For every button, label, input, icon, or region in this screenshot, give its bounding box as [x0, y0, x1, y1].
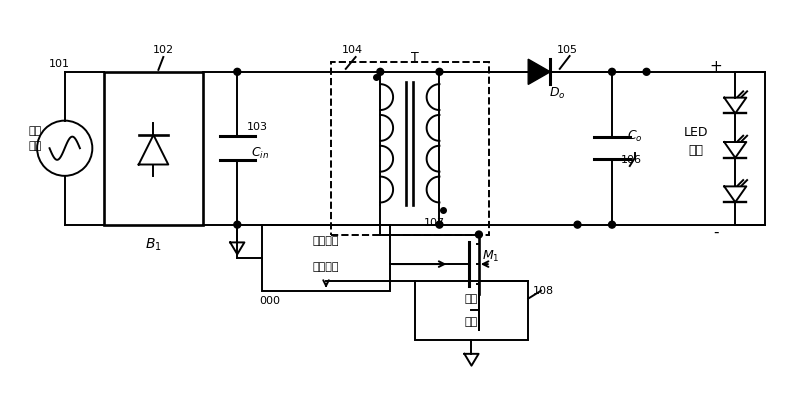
- Bar: [262, 225, 390, 291]
- Bar: [104, 72, 202, 225]
- Text: 负载: 负载: [688, 144, 703, 157]
- Text: $C_o$: $C_o$: [627, 129, 642, 144]
- Bar: [414, 281, 528, 340]
- Text: +: +: [709, 59, 722, 74]
- Text: 交流: 交流: [29, 126, 42, 136]
- Circle shape: [436, 68, 443, 75]
- Circle shape: [574, 221, 581, 228]
- Text: 输入: 输入: [29, 141, 42, 151]
- Text: 107: 107: [424, 218, 445, 228]
- Text: LED: LED: [683, 126, 708, 140]
- Text: 电流: 电流: [464, 294, 478, 304]
- Text: 控制装置: 控制装置: [313, 262, 339, 272]
- Text: 103: 103: [246, 122, 267, 132]
- Text: -: -: [713, 225, 718, 240]
- Text: T: T: [411, 50, 418, 64]
- Circle shape: [643, 68, 650, 75]
- Text: 101: 101: [50, 59, 70, 69]
- Polygon shape: [528, 59, 550, 84]
- Text: 108: 108: [533, 286, 554, 296]
- Circle shape: [436, 221, 443, 228]
- Bar: [331, 62, 489, 234]
- Circle shape: [234, 68, 241, 75]
- Text: 原边恒流: 原边恒流: [313, 236, 339, 246]
- Circle shape: [609, 68, 615, 75]
- Circle shape: [609, 221, 615, 228]
- Circle shape: [377, 68, 384, 75]
- Text: $C_{in}$: $C_{in}$: [251, 146, 269, 161]
- Text: $M_1$: $M_1$: [482, 249, 499, 264]
- Text: $D_o$: $D_o$: [550, 86, 566, 101]
- Circle shape: [234, 221, 241, 228]
- Circle shape: [475, 231, 482, 238]
- Text: 105: 105: [557, 45, 578, 55]
- Text: 采样: 采样: [464, 317, 478, 327]
- Text: 106: 106: [622, 155, 642, 165]
- Text: 000: 000: [259, 296, 280, 306]
- Text: 104: 104: [342, 45, 363, 55]
- Text: 102: 102: [153, 45, 174, 55]
- Text: $B_1$: $B_1$: [145, 236, 162, 252]
